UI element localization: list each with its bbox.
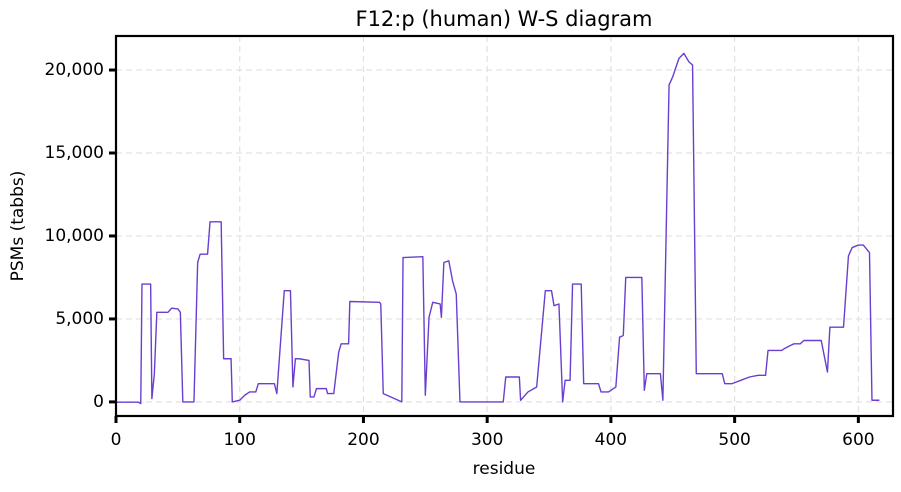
y-tick-label: 15,000	[45, 143, 104, 163]
x-tick-label: 100	[223, 430, 255, 450]
x-tick-label: 500	[718, 430, 750, 450]
x-tick-label: 200	[347, 430, 379, 450]
x-tick-label: 600	[842, 430, 874, 450]
x-axis-label: residue	[473, 459, 536, 479]
x-tick-label: 300	[471, 430, 503, 450]
data-line	[116, 52, 880, 405]
y-tick-label: 5,000	[55, 309, 104, 329]
chart-title: F12:p (human) W-S diagram	[355, 7, 652, 31]
x-tick-label: 400	[595, 430, 627, 450]
plot-frame	[114, 34, 895, 418]
y-tick-label: 0	[93, 392, 104, 412]
y-axis-label: PSMs (tabbs)	[8, 171, 28, 282]
y-tick-label: 20,000	[45, 60, 104, 80]
x-tick-label: 0	[111, 430, 122, 450]
y-tick-label: 10,000	[45, 226, 104, 246]
